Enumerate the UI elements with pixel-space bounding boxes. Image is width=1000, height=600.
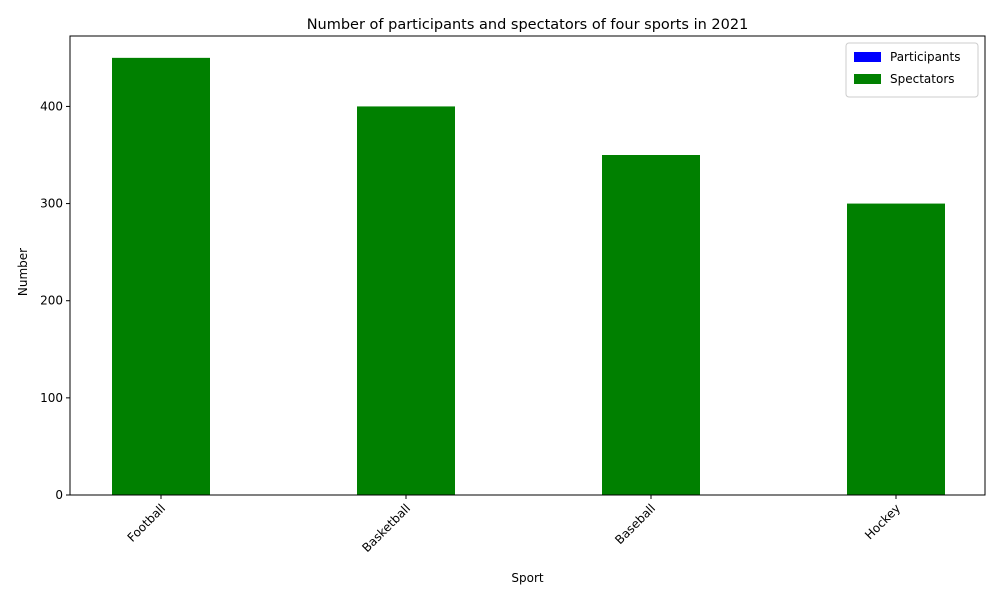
bars-group xyxy=(112,57,945,496)
legend-label-participants: Participants xyxy=(890,50,961,64)
plot-area-frame xyxy=(69,35,986,496)
y-axis-label: Number xyxy=(16,248,30,296)
bar-spectators-baseball xyxy=(602,155,700,495)
bar-spectators-basketball xyxy=(357,106,455,495)
x-axis-label: Sport xyxy=(511,571,544,585)
y-tick-label: 0 xyxy=(55,488,63,502)
y-tick-label: 200 xyxy=(40,294,63,308)
y-tick-label: 300 xyxy=(40,197,63,211)
legend: Participants Spectators xyxy=(845,42,979,98)
legend-label-spectators: Spectators xyxy=(890,72,955,86)
y-tick-label: 400 xyxy=(40,99,63,113)
bar-spectators-hockey xyxy=(847,203,945,496)
y-tick-label: 100 xyxy=(40,391,63,405)
y-axis-ticks: 0 100 200 300 400 xyxy=(40,99,70,502)
chart-title: Number of participants and spectators of… xyxy=(307,17,749,33)
bar-spectators-football xyxy=(112,57,210,495)
legend-swatch-spectators xyxy=(854,74,881,84)
legend-swatch-participants xyxy=(854,52,881,62)
